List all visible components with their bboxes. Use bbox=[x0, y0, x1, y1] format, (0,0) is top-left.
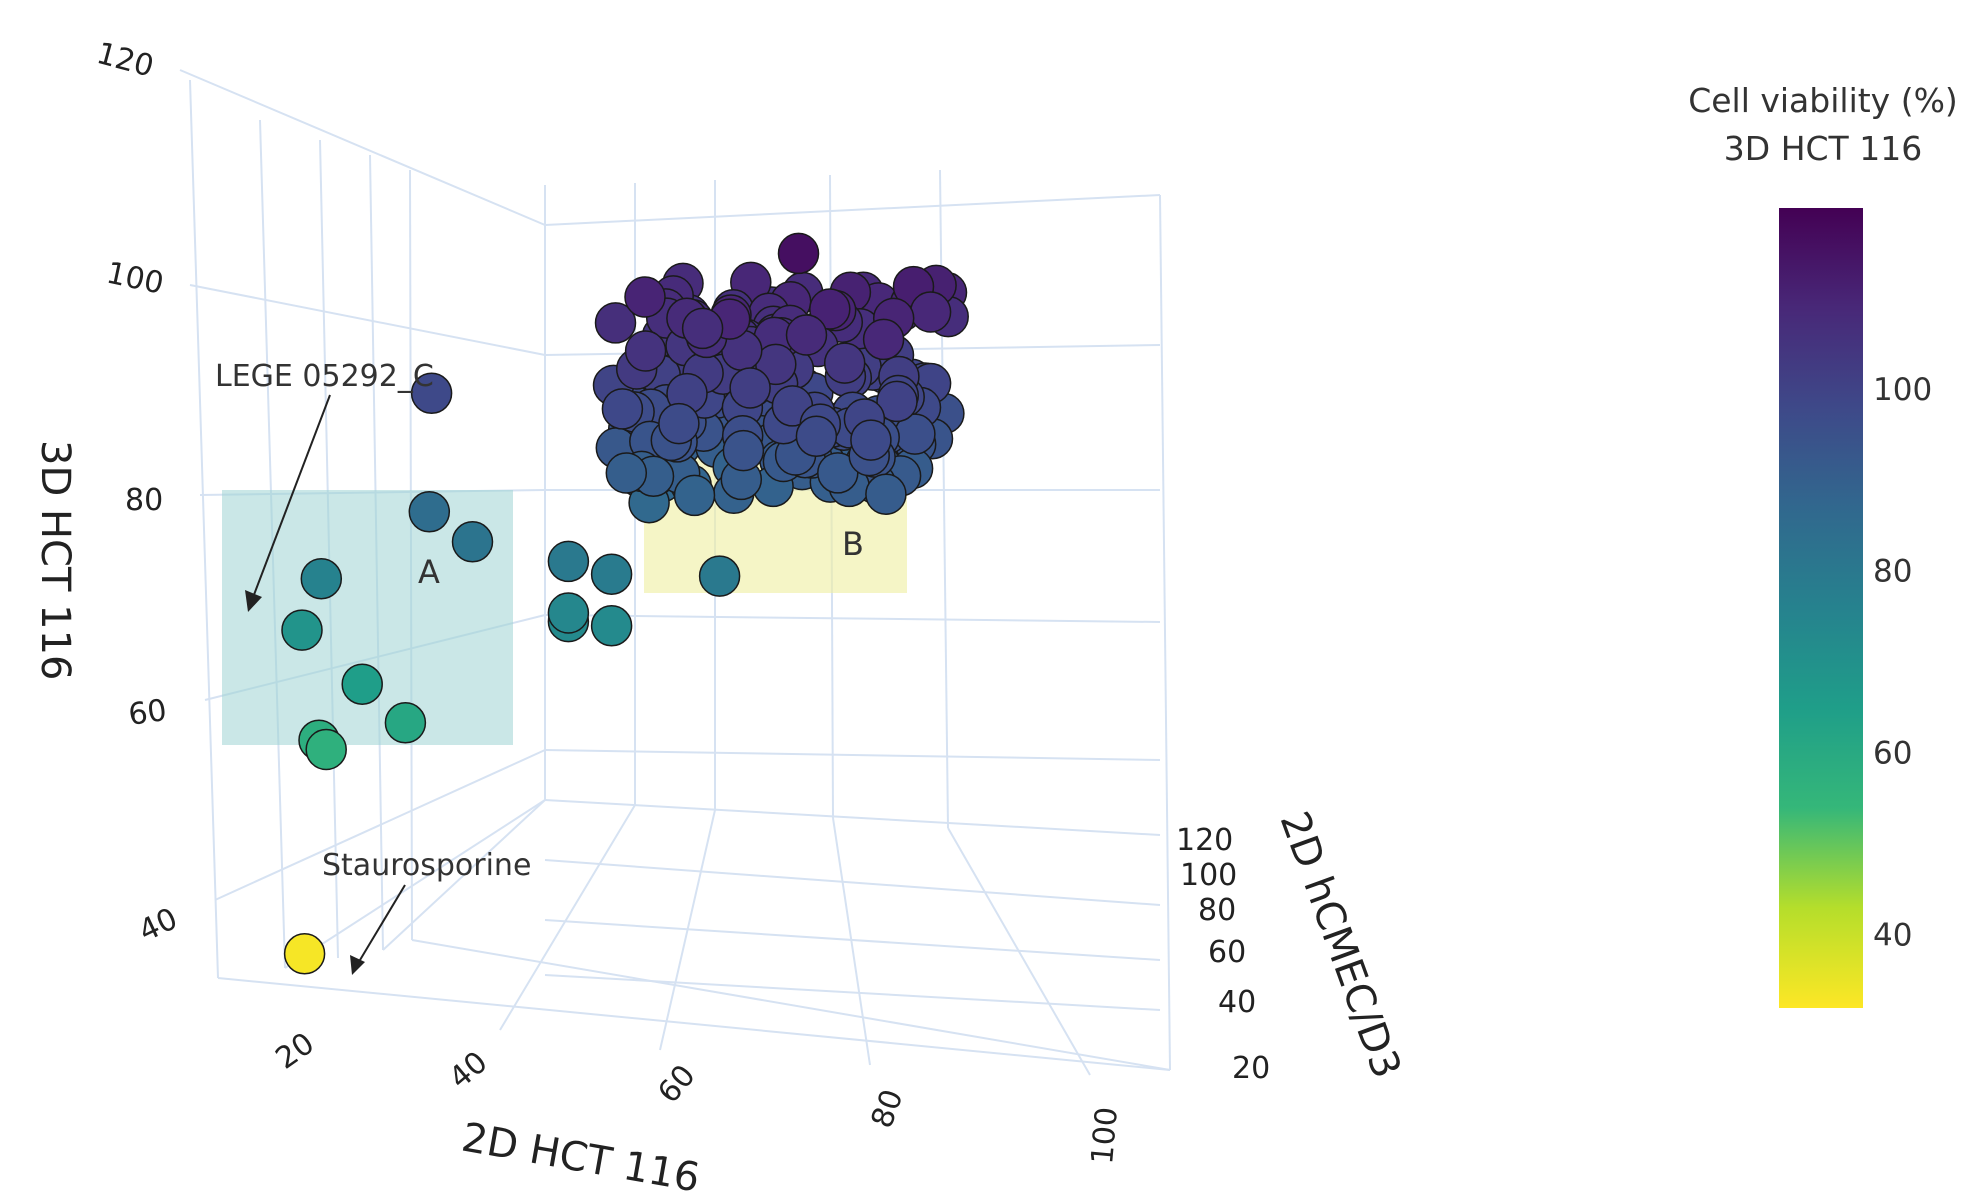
x-tick-80: 80 bbox=[865, 1085, 911, 1133]
colorbar-title-line2: 3D HCT 116 bbox=[1724, 129, 1922, 168]
cluster-point bbox=[723, 431, 763, 471]
cluster-point bbox=[675, 475, 715, 515]
y-tick-120: 120 bbox=[1176, 823, 1233, 858]
cluster-point bbox=[864, 319, 904, 359]
y-tick-80: 80 bbox=[1198, 893, 1236, 928]
cluster-point bbox=[606, 453, 646, 493]
z-axis-title: 3D HCT 116 bbox=[32, 440, 78, 680]
z-tick-60: 60 bbox=[126, 693, 169, 733]
data-point bbox=[342, 664, 382, 704]
z-tick-40: 40 bbox=[134, 901, 183, 949]
data-point bbox=[409, 492, 449, 532]
data-point bbox=[683, 308, 723, 348]
data-point bbox=[548, 593, 588, 633]
data-point bbox=[779, 233, 819, 273]
y-tick-100: 100 bbox=[1180, 858, 1237, 893]
data-point bbox=[548, 541, 588, 581]
annotation-lege: LEGE 05292_C bbox=[215, 359, 434, 394]
annotation-staurosporine-arrow bbox=[357, 885, 405, 965]
x-tick-100: 100 bbox=[1085, 1106, 1125, 1166]
colorbar-tick-40: 40 bbox=[1873, 917, 1912, 953]
colorbar-tick-60: 60 bbox=[1873, 735, 1912, 771]
cluster-point bbox=[866, 474, 906, 514]
colorbar-tick-80: 80 bbox=[1873, 554, 1912, 590]
cluster-point bbox=[787, 315, 827, 355]
data-point bbox=[306, 730, 346, 770]
annotation-staurosporine: Staurosporine bbox=[322, 848, 531, 883]
data-point bbox=[592, 554, 632, 594]
region-a-label: A bbox=[418, 553, 440, 591]
cluster-point bbox=[796, 416, 836, 456]
data-point bbox=[282, 610, 322, 650]
z-tick-100: 100 bbox=[103, 256, 166, 302]
data-point bbox=[301, 559, 341, 599]
y-axis-title: 2D hCMEC/D3 bbox=[1271, 806, 1410, 1085]
annotation-staurosporine-arrowhead bbox=[350, 955, 365, 975]
x-axis-title: 2D HCT 116 bbox=[458, 1115, 703, 1201]
data-point bbox=[625, 277, 665, 317]
colorbar bbox=[1779, 208, 1863, 1008]
data-point bbox=[385, 703, 425, 743]
cluster-point bbox=[851, 420, 891, 460]
cluster-point bbox=[825, 343, 865, 383]
colorbar-tick-100: 100 bbox=[1873, 372, 1932, 408]
cluster-point bbox=[602, 389, 642, 429]
data-point bbox=[285, 934, 325, 974]
colorbar-ticks: 40 60 80 100 bbox=[1873, 372, 1932, 953]
y-tick-60: 60 bbox=[1208, 935, 1246, 970]
y-tick-40: 40 bbox=[1218, 985, 1256, 1020]
cluster-point bbox=[911, 292, 951, 332]
z-tick-120: 120 bbox=[93, 36, 157, 85]
scatter3d-chart: A B LEGE 05292_C Staurosporine 120 100 8… bbox=[0, 0, 1974, 1201]
data-point bbox=[592, 606, 632, 646]
z-tick-80: 80 bbox=[125, 483, 163, 518]
x-tick-20: 20 bbox=[270, 1026, 321, 1077]
y-tick-20: 20 bbox=[1232, 1051, 1270, 1086]
cluster-point bbox=[730, 368, 770, 408]
cluster-point bbox=[659, 404, 699, 444]
x-tick-60: 60 bbox=[651, 1058, 702, 1110]
colorbar-title-line1: Cell viability (%) bbox=[1688, 81, 1958, 120]
data-point bbox=[700, 556, 740, 596]
cluster-point bbox=[626, 331, 666, 371]
region-b-label: B bbox=[842, 525, 864, 563]
x-tick-40: 40 bbox=[443, 1045, 495, 1096]
data-point bbox=[453, 522, 493, 562]
